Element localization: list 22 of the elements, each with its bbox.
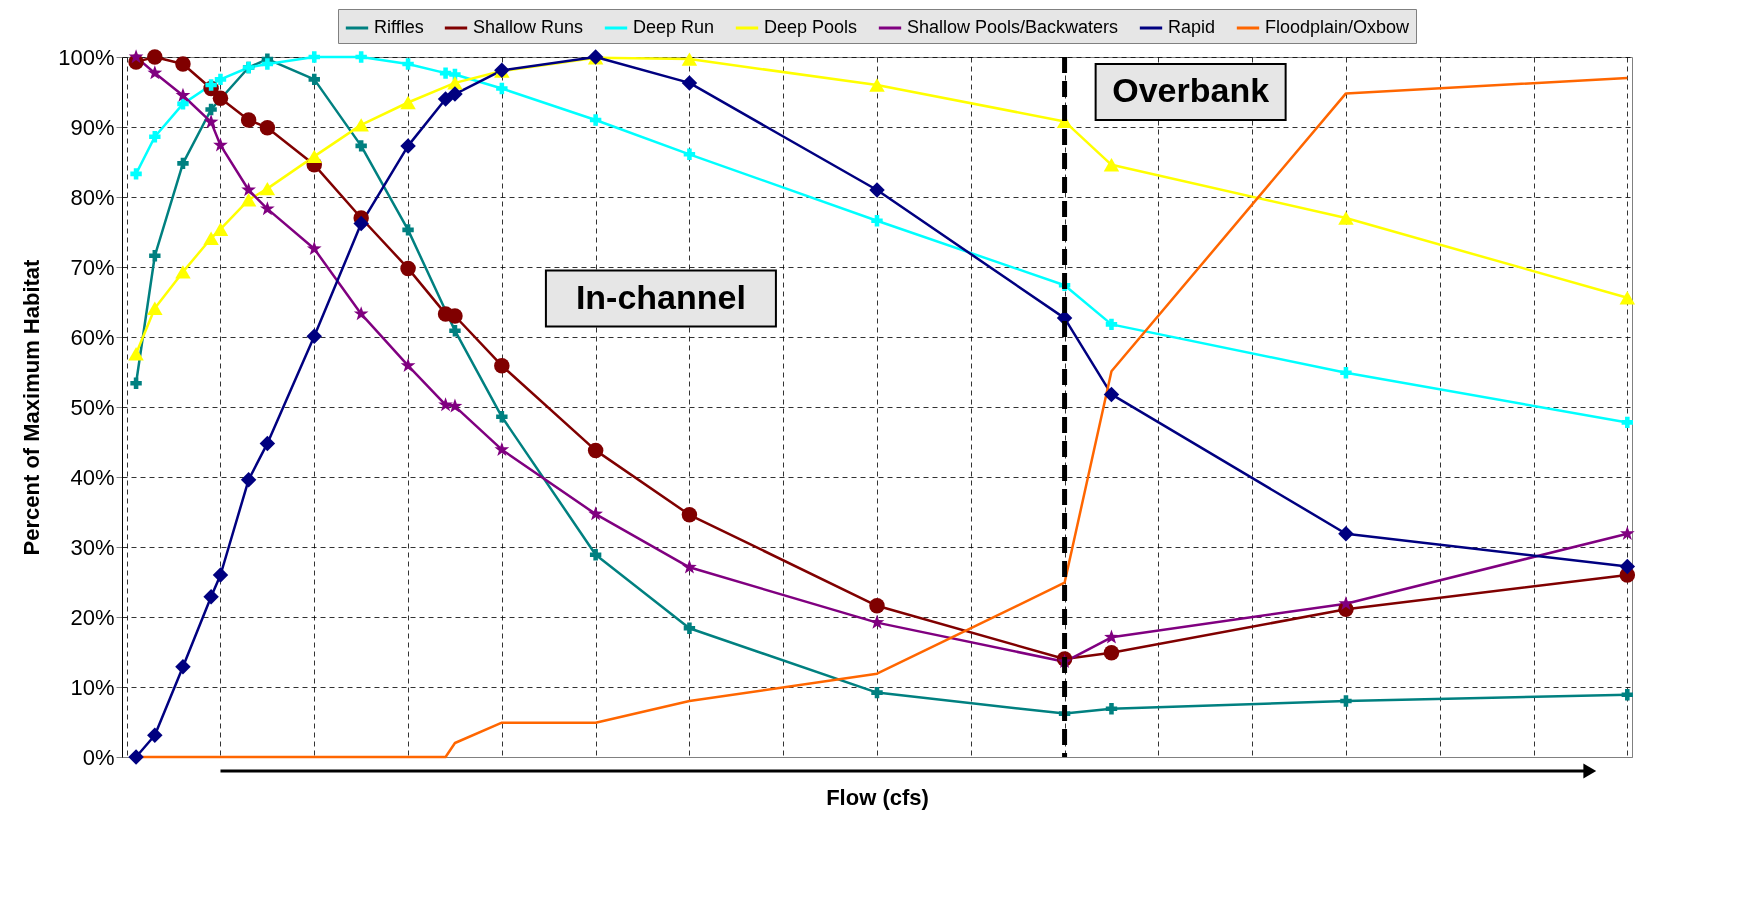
y-tick-label: 50% <box>70 394 115 420</box>
y-tick-label: 20% <box>70 604 115 630</box>
y-tick-label: 100% <box>58 44 115 70</box>
legend-label: Deep Pools <box>764 17 858 37</box>
y-tick-label: 70% <box>70 254 115 280</box>
legend-label: Shallow Runs <box>473 17 584 37</box>
legend-label: Deep Run <box>633 17 715 37</box>
y-tick-label: 0% <box>82 744 115 770</box>
legend-label: Floodplain/Oxbow <box>1265 17 1411 37</box>
y-tick-label: 40% <box>70 464 115 490</box>
annotation: In-channel <box>575 277 746 316</box>
y-tick-label: 60% <box>70 324 115 350</box>
y-tick-label: 90% <box>70 114 115 140</box>
y-tick-label: 30% <box>70 534 115 560</box>
y-tick-label: 10% <box>70 674 115 700</box>
legend-label: Rapid <box>1168 17 1216 37</box>
annotation: Overbank <box>1112 71 1270 109</box>
legend-label: Riffles <box>374 17 424 37</box>
x-axis-title: Flow (cfs) <box>826 784 929 810</box>
legend-label: Shallow Pools/Backwaters <box>907 17 1119 37</box>
y-tick-label: 80% <box>70 184 115 210</box>
y-axis-title: Percent of Maximum Habitat <box>19 258 45 556</box>
